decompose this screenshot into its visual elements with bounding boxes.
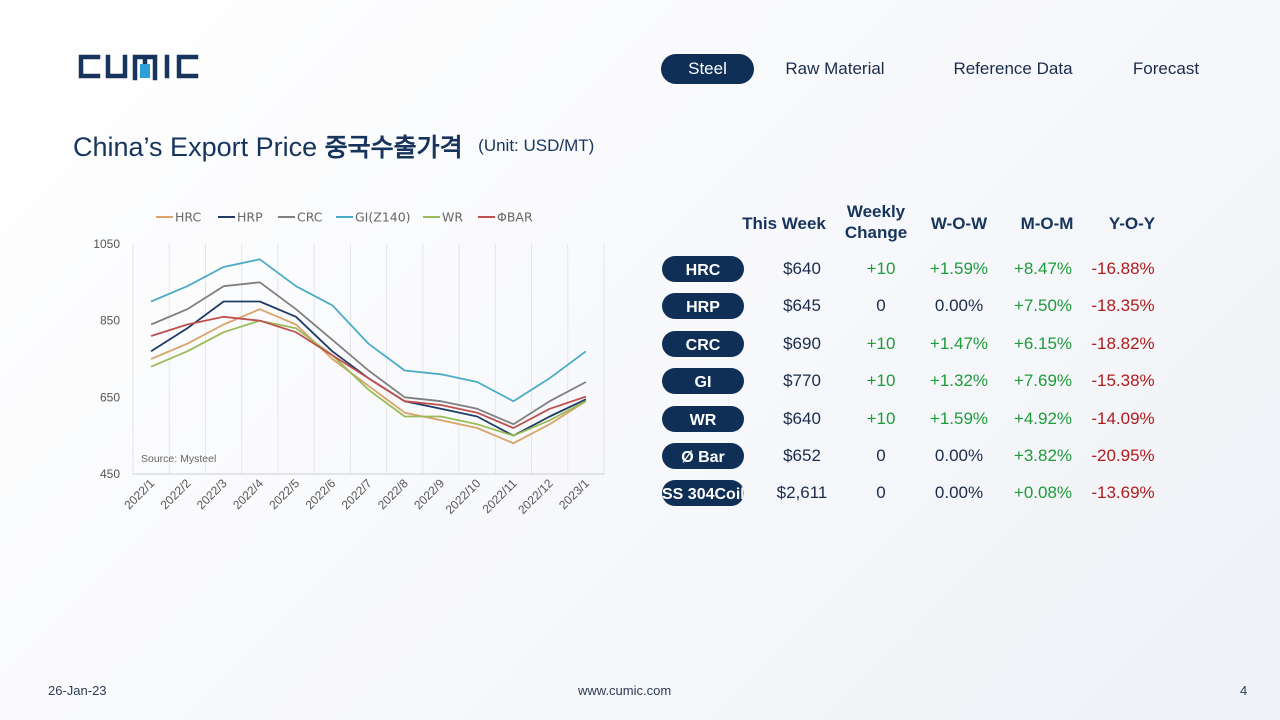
series-line--bar	[150, 315, 587, 429]
footer-url[interactable]: www.cumic.com	[578, 683, 672, 698]
yoy-cell: -15.38%	[1091, 371, 1155, 390]
title-unit: (Unit: USD/MT)	[478, 136, 595, 155]
y-tick-label: 850	[100, 314, 120, 328]
nav-tab-raw-material[interactable]: Raw Material	[785, 59, 885, 78]
nav-tab-forecast[interactable]: Forecast	[1132, 59, 1200, 78]
y-tick-label: 650	[100, 390, 120, 404]
series-line-hrc	[150, 308, 587, 445]
header-yoy: Y-O-Y	[1108, 214, 1156, 233]
page-title: China’s Export Price 중국수출가격 (Unit: USD/M…	[73, 128, 594, 164]
weekly-change-cell: 0	[876, 446, 886, 465]
price-cell: $640	[783, 259, 821, 278]
x-tick-label: 2023/1	[556, 476, 592, 512]
header-mom: M-O-M	[1020, 214, 1074, 233]
wow-cell: +1.59%	[929, 409, 989, 428]
legend-label: GI(Z140)	[355, 210, 411, 225]
mom-cell: +7.50%	[1013, 296, 1073, 315]
weekly-change-cell: +10	[866, 371, 896, 390]
x-tick-label: 2022/2	[158, 476, 194, 512]
title-main: China’s Export Price	[73, 132, 318, 162]
yoy-cell: -18.82%	[1091, 334, 1155, 353]
price-cell: $690	[783, 334, 821, 353]
top-navigation: Steel Raw Material Reference Data Foreca…	[0, 54, 1280, 84]
series-line-wr	[150, 319, 587, 437]
product-pill[interactable]: Ø Bar	[662, 443, 744, 469]
x-tick-label: 2022/8	[375, 476, 411, 512]
series-line-hrp	[150, 300, 587, 437]
price-cell: $652	[783, 446, 821, 465]
weekly-change-cell: +10	[866, 409, 896, 428]
page-number: 4	[1240, 683, 1248, 698]
legend-label: HRC	[175, 210, 201, 225]
product-pill[interactable]: HRC	[662, 256, 744, 282]
footer-date: 26-Jan-23	[48, 683, 107, 698]
mom-cell: +0.08%	[1013, 483, 1073, 502]
weekly-change-cell: +10	[866, 334, 896, 353]
yoy-cell: -14.09%	[1091, 409, 1155, 428]
product-pill[interactable]: WR	[662, 406, 744, 432]
product-pill[interactable]: GI	[662, 368, 744, 394]
mom-cell: +8.47%	[1013, 259, 1073, 278]
product-pill[interactable]: CRC	[662, 331, 744, 357]
x-tick-label: 2022/7	[339, 476, 375, 512]
yoy-cell: -18.35%	[1091, 296, 1155, 315]
header-wow: W-O-W	[930, 214, 988, 233]
chart-source-note: Source: Mysteel	[141, 453, 216, 465]
legend-label: CRC	[297, 210, 323, 225]
y-tick-label: 450	[100, 467, 120, 481]
price-cell: $645	[783, 296, 821, 315]
header-this-week: This Week	[742, 214, 826, 233]
yoy-cell: -13.69%	[1091, 483, 1155, 502]
y-tick-label: 1050	[93, 237, 120, 251]
wow-cell: 0.00%	[934, 446, 984, 465]
mom-cell: +7.69%	[1013, 371, 1073, 390]
weekly-change-cell: 0	[876, 483, 886, 502]
wow-cell: +1.32%	[929, 371, 989, 390]
cumic-logo	[78, 54, 199, 81]
price-cell: $770	[783, 371, 821, 390]
x-tick-label: 2022/3	[194, 476, 230, 512]
x-tick-label: 2022/11	[480, 476, 520, 516]
series-line-crc	[150, 281, 587, 426]
x-tick-label: 2022/5	[266, 476, 302, 512]
legend-label: ΦBAR	[497, 210, 533, 225]
wow-cell: +1.47%	[929, 334, 989, 353]
price-cell: $2,611	[776, 483, 828, 502]
mom-cell: +4.92%	[1013, 409, 1073, 428]
series-line-gi-z140-	[150, 258, 587, 403]
yoy-cell: -16.88%	[1091, 259, 1155, 278]
weekly-change-cell: +10	[866, 259, 896, 278]
mom-cell: +3.82%	[1013, 446, 1073, 465]
x-tick-label: 2022/1	[121, 476, 157, 512]
mom-cell: +6.15%	[1013, 334, 1073, 353]
header-weekly-change: Weekly Change	[844, 202, 908, 242]
yoy-cell: -20.95%	[1091, 446, 1155, 465]
x-tick-label: 2022/10	[443, 476, 484, 517]
wow-cell: 0.00%	[934, 483, 984, 502]
nav-tab-steel[interactable]: Steel	[661, 54, 754, 84]
legend-label: WR	[442, 210, 463, 225]
product-pill[interactable]: HRP	[662, 293, 744, 319]
wow-cell: 0.00%	[934, 296, 984, 315]
x-tick-label: 2022/12	[515, 476, 556, 517]
weekly-change-cell: 0	[876, 296, 886, 315]
product-pill[interactable]: SS 304Coil	[662, 480, 744, 506]
x-tick-label: 2022/4	[230, 476, 266, 512]
title-korean: 중국수출가격	[324, 133, 463, 162]
x-tick-label: 2022/6	[303, 476, 339, 512]
legend-label: HRP	[237, 210, 263, 225]
wow-cell: +1.59%	[929, 259, 989, 278]
price-cell: $640	[783, 409, 821, 428]
nav-tab-reference-data[interactable]: Reference Data	[953, 59, 1073, 78]
